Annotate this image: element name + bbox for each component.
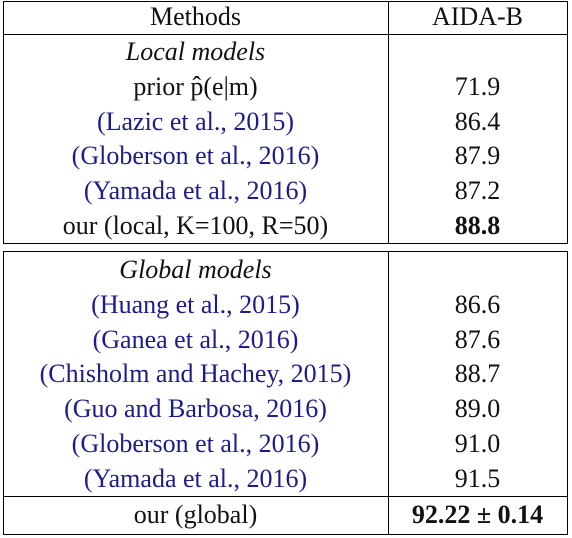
method: (Globerson et al., 2016) xyxy=(71,141,320,171)
rule xyxy=(567,1,568,243)
rule xyxy=(3,534,568,535)
method: (Yamada et al., 2016) xyxy=(83,463,308,493)
score: 87.6 xyxy=(454,324,501,354)
method: (Huang et al., 2015) xyxy=(91,289,300,319)
method: (Globerson et al., 2016) xyxy=(71,429,320,458)
method: (Ganea et al., 2016) xyxy=(92,324,299,354)
score: 88.8 xyxy=(454,211,501,240)
rule xyxy=(388,251,389,534)
score: 88.7 xyxy=(454,359,501,389)
rule xyxy=(567,251,568,534)
method: (Lazic et al., 2015) xyxy=(96,106,295,136)
method: prior p̂(e|m) xyxy=(133,71,258,101)
rule xyxy=(388,1,389,243)
rule xyxy=(3,34,568,35)
rule xyxy=(3,496,568,497)
rule xyxy=(3,243,568,244)
score: 89.0 xyxy=(454,394,501,424)
method: (Guo and Barbosa, 2016) xyxy=(64,394,327,424)
rule xyxy=(3,1,4,243)
score: 91.0 xyxy=(454,429,501,458)
column-header: Methods xyxy=(150,2,241,31)
rule xyxy=(3,251,568,252)
method: our (local, K=100, R=50) xyxy=(62,211,329,240)
method: (Yamada et al., 2016) xyxy=(83,176,308,206)
section-title: Local models xyxy=(125,37,266,66)
score: 71.9 xyxy=(454,71,501,101)
rule xyxy=(3,251,4,534)
score: 87.9 xyxy=(454,141,501,171)
method: our (global) xyxy=(133,500,258,529)
column-header: AIDA-B xyxy=(432,2,523,31)
score: 91.5 xyxy=(454,463,501,493)
score: 86.6 xyxy=(454,289,501,319)
method: (Chisholm and Hachey, 2015) xyxy=(39,359,352,389)
rule xyxy=(3,1,568,2)
section-title: Global models xyxy=(119,255,272,284)
score: 92.22 ± 0.14 xyxy=(411,500,544,529)
score: 86.4 xyxy=(454,106,501,136)
score: 87.2 xyxy=(454,176,501,206)
